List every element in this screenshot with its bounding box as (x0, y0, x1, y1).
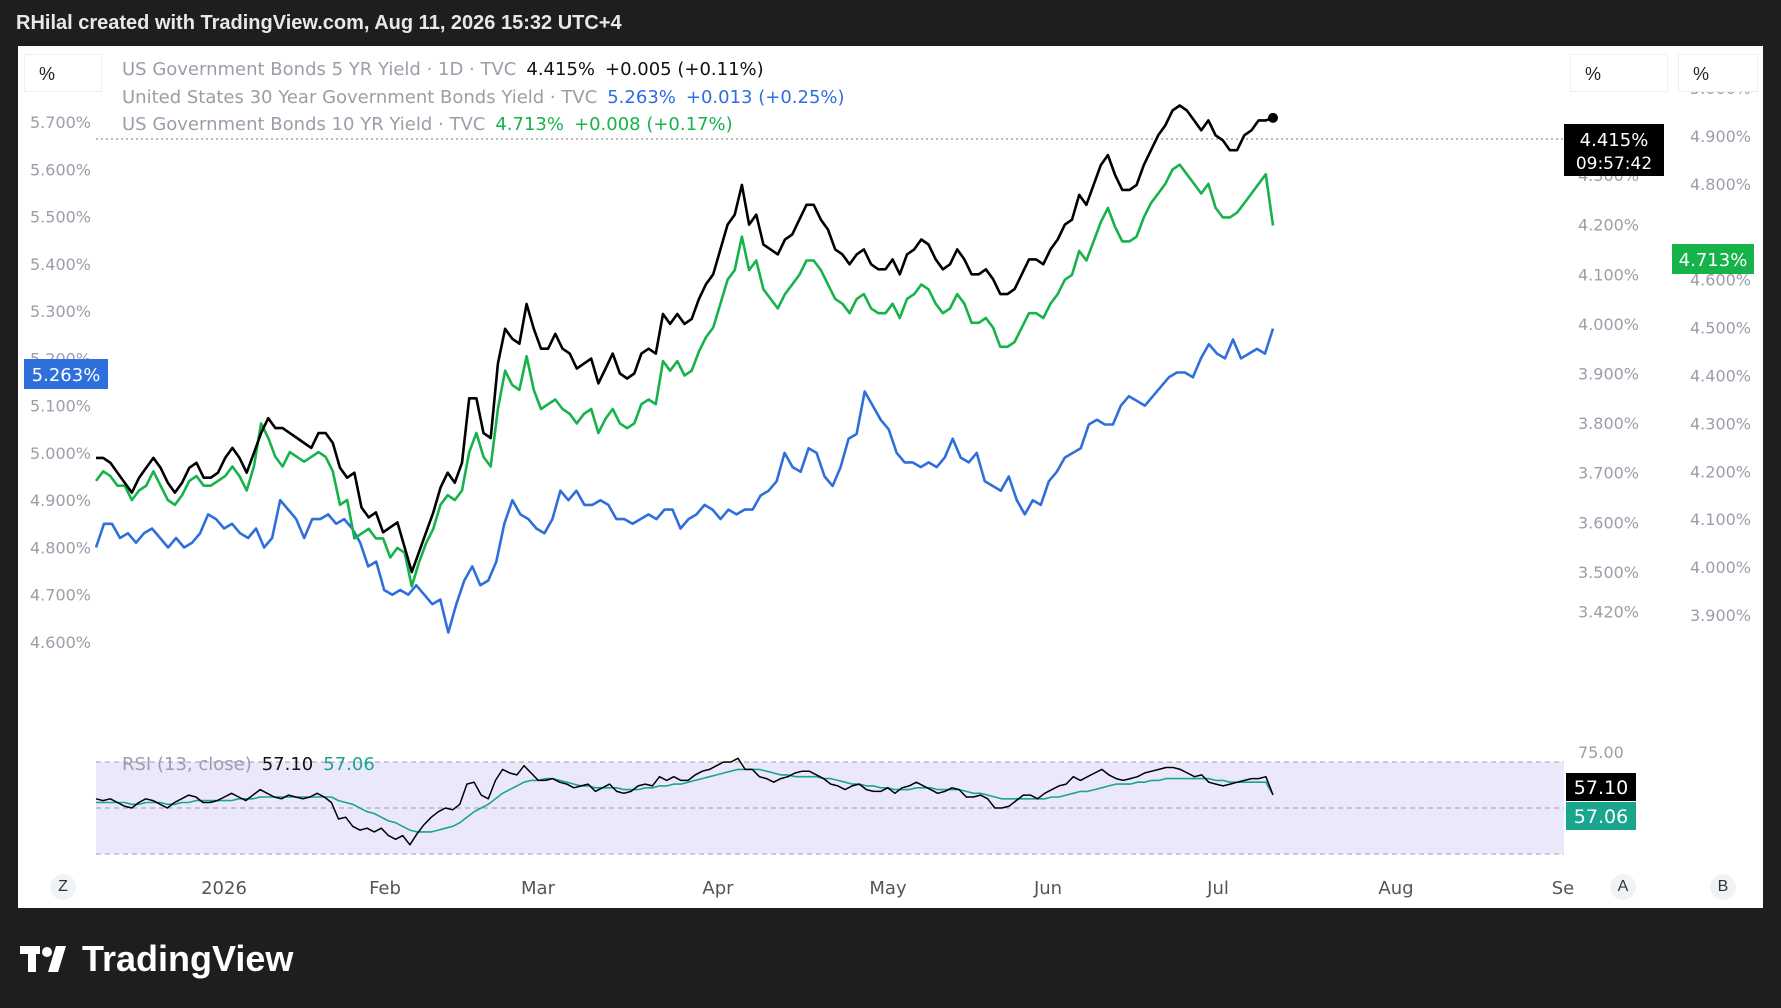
badge-30yr-price: 5.263% (32, 365, 101, 386)
rsi-tick-0: 75.00 (1578, 743, 1624, 762)
tradingview-logo[interactable]: TradingView (20, 938, 293, 980)
axis-b-button[interactable]: B (1710, 874, 1736, 900)
badge-30yr (24, 359, 108, 389)
y-tick-right1-8: 3.500% (1578, 563, 1639, 582)
legend-30yr[interactable]: United States 30 Year Government Bonds Y… (122, 87, 845, 108)
badge-rsi-ma (1566, 802, 1636, 830)
badge-10yr-price: 4.713% (1679, 250, 1748, 271)
legend-10yr-name: US Government Bonds 10 YR Yield · TVC (122, 114, 486, 135)
tradingview-brand: TradingView (82, 938, 294, 979)
y-tick-left-6: 5.100% (30, 397, 91, 416)
x-tick-7: Aug (1378, 878, 1413, 899)
y-tick-left-0: 5.700% (30, 113, 91, 132)
series-line-0 (96, 104, 1274, 574)
x-tick-4: May (869, 878, 907, 899)
left-scale-button[interactable]: % (24, 54, 102, 92)
x-tick-6: Jul (1206, 878, 1229, 899)
legend-30yr-name: United States 30 Year Government Bonds Y… (122, 87, 598, 108)
y-tick-right1-7: 3.600% (1578, 513, 1639, 532)
badge-10yr (1672, 244, 1754, 274)
y-tick-left-10: 4.700% (30, 586, 91, 605)
y-tick-left-11: 4.600% (30, 633, 91, 652)
legend-5yr-change: +0.005 (+0.11%) (605, 59, 764, 80)
y-tick-right2-9: 4.000% (1690, 558, 1751, 577)
y-tick-right2-6: 4.300% (1690, 414, 1751, 433)
chart-attribution: RHilal created with TradingView.com, Aug… (16, 12, 622, 34)
rsi-line (95, 757, 1274, 846)
legend-rsi-ma: 57.06 (323, 754, 375, 775)
badge-rsi-ma-value: 57.06 (1574, 806, 1628, 828)
y-tick-right1-9: 3.420% (1578, 603, 1639, 622)
right-scale-button-a[interactable]: % (1570, 54, 1668, 92)
badge-5yr (1564, 124, 1664, 176)
legend-10yr[interactable]: US Government Bonds 10 YR Yield · TVC 4.7… (122, 114, 733, 135)
x-tick-1: Feb (369, 878, 401, 899)
y-tick-right2-4: 4.500% (1690, 319, 1751, 338)
y-tick-right1-1: 4.200% (1578, 216, 1639, 235)
legend-5yr-last: 4.415% (526, 59, 596, 80)
y-tick-right2-7: 4.200% (1690, 462, 1751, 481)
legend-5yr-name: US Government Bonds 5 YR Yield · 1D · TV… (122, 59, 517, 80)
y-tick-left-7: 5.000% (30, 444, 91, 463)
badge-rsi (1566, 773, 1636, 801)
x-tick-3: Apr (702, 878, 734, 899)
tradingview-mark-icon (20, 944, 72, 974)
y-tick-right2-3: 4.600% (1690, 271, 1751, 290)
y-tick-right2-8: 4.100% (1690, 510, 1751, 529)
legend-5yr[interactable]: US Government Bonds 5 YR Yield · 1D · TV… (122, 59, 764, 80)
y-tick-left-9: 4.800% (30, 539, 91, 558)
legend-10yr-last: 4.713% (495, 114, 564, 135)
y-tick-right1-6: 3.700% (1578, 464, 1639, 483)
right-scale-button-b[interactable]: % (1678, 54, 1758, 92)
y-tick-right2-10: 3.900% (1690, 606, 1751, 625)
axis-z-button[interactable]: Z (50, 874, 76, 900)
legend-rsi[interactable]: RSI (13, close) 57.10 57.06 (122, 754, 375, 775)
badge-rsi-value: 57.10 (1574, 777, 1628, 799)
legend-rsi-value: 57.10 (261, 754, 314, 775)
series-line-2 (94, 163, 1275, 588)
y-tick-left-2: 5.500% (30, 208, 91, 227)
legend-rsi-name: RSI (13, close) (122, 754, 252, 775)
y-tick-left-4: 5.300% (30, 302, 91, 321)
x-tick-5: Jun (1033, 878, 1062, 899)
chart-canvas[interactable]: 5.700%5.600%5.500%5.400%5.300%5.200%5.10… (18, 46, 1763, 908)
x-tick-0: 2026 (201, 878, 247, 899)
y-tick-left-1: 5.600% (30, 160, 91, 179)
badge-5yr-price: 4.415% (1580, 130, 1649, 151)
y-tick-left-3: 5.400% (30, 255, 91, 274)
y-tick-right1-5: 3.800% (1578, 414, 1639, 433)
y-tick-right2-1: 4.900% (1690, 127, 1751, 146)
chart-panel[interactable]: 5.700% 5.600% 5.500% 5.400% 5.300% 5.200% 5.10… (18, 46, 1763, 908)
legend-10yr-change: +0.008 (+0.17%) (573, 114, 733, 135)
legend-30yr-change: +0.013 (+0.25%) (685, 87, 845, 108)
y-tick-right2-5: 4.400% (1690, 367, 1751, 386)
x-tick-2: Mar (521, 878, 556, 899)
y-tick-right1-3: 4.000% (1578, 315, 1639, 334)
y-tick-right1-4: 3.900% (1578, 365, 1639, 384)
badge-5yr-timer: 09:57:42 (1576, 154, 1652, 174)
y-tick-right1-2: 4.100% (1578, 265, 1639, 284)
series-line-1 (94, 328, 1275, 634)
y-tick-right2-2: 4.800% (1690, 175, 1751, 194)
y-tick-left-8: 4.900% (30, 491, 91, 510)
axis-a-button[interactable]: A (1610, 874, 1636, 900)
legend-30yr-last: 5.263% (607, 87, 676, 108)
rsi-ma-line (96, 768, 1274, 833)
last-point-5yr (1268, 112, 1278, 123)
x-tick-8: Se (1552, 878, 1575, 899)
